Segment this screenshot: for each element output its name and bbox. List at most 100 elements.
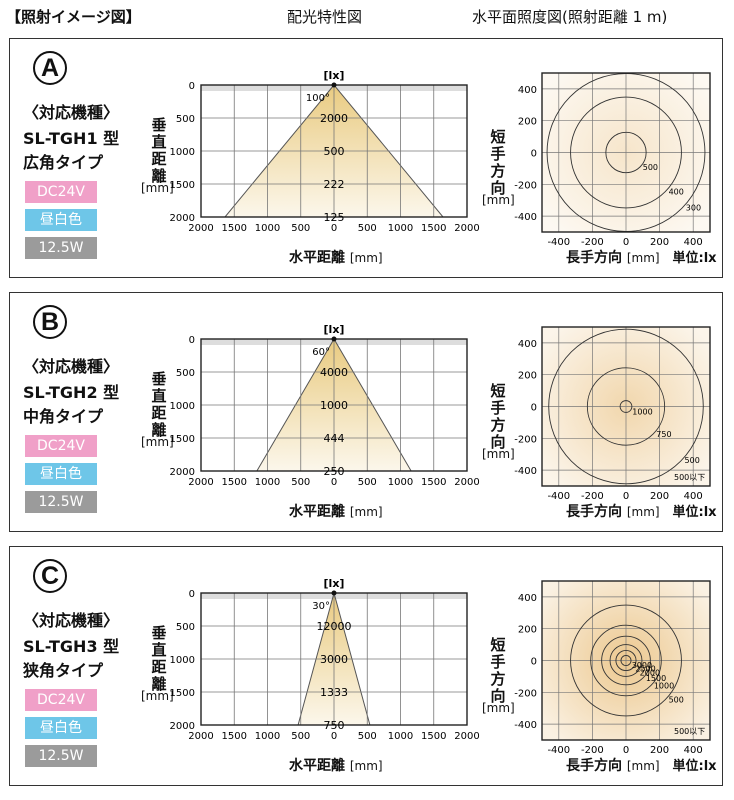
short-axis-label: 短手 方向	[490, 128, 506, 197]
lux-value-label: 444	[324, 432, 345, 445]
x-tick-label: 2000	[188, 477, 213, 488]
x-tick-label: 0	[331, 731, 337, 742]
long-axis-label: 長手方向 [mm] 単位:lx	[566, 504, 717, 520]
short-axis-unit: [mm]	[482, 701, 515, 715]
y-tick-label: 500	[176, 114, 195, 125]
light-distribution-heading: 配光特性図	[287, 8, 363, 26]
vertical-axis-label: 垂直 距離	[151, 116, 167, 185]
y-tick-label: 1500	[170, 434, 195, 445]
map-x-tick-label: -200	[581, 491, 604, 502]
light-distribution-chart: 2000 1500 1000 500 0 500 1000 1500 2000 0 500 1000 1…	[170, 69, 480, 234]
model-name: SL-TGH3 型	[23, 637, 120, 656]
map-x-tick-label: -400	[547, 237, 570, 248]
lux-value-label: 500	[324, 145, 345, 158]
vertical-axis-label: 垂直 距離	[151, 370, 167, 439]
map-y-tick-label: 400	[518, 593, 537, 604]
map-y-tick-label: 0	[531, 403, 537, 414]
lux-value-label: 4000	[320, 366, 348, 379]
short-axis-label: 短手 方向	[490, 636, 506, 705]
lux-value-label: 750	[324, 719, 345, 732]
x-tick-label: 500	[291, 731, 310, 742]
short-axis-unit: [mm]	[482, 193, 515, 207]
voltage-badge: DC24V	[25, 435, 97, 457]
light-distribution-chart: 2000 1500 1000 500 0 500 1000 1500 2000 0 500 1000 1…	[170, 323, 480, 488]
contour-line	[548, 328, 704, 485]
x-tick-label: 1000	[388, 477, 413, 488]
lux-value-label: 1000	[320, 399, 348, 412]
light-distribution-chart: 2000 1500 1000 500 0 500 1000 1500 2000 0 500 1000 1…	[170, 577, 480, 742]
voltage-badge: DC24V	[25, 181, 97, 203]
y-tick-label: 2000	[170, 467, 195, 478]
beam-angle-label: 100°	[306, 93, 330, 104]
horizontal-axis-label: 水平距離 [mm]	[289, 504, 383, 520]
contour-label: 2000	[640, 668, 660, 677]
y-tick-label: 1500	[170, 180, 195, 191]
lux-value-label: 125	[324, 211, 345, 224]
map-x-tick-label: -400	[547, 491, 570, 502]
contour-label: 300	[686, 203, 701, 212]
panel-a: A 〈対応機種〉 SL-TGH1 型 広角タイプ DC24V 昼白色 12.5W…	[9, 38, 723, 278]
x-tick-label: 0	[331, 223, 337, 234]
long-axis-label: 長手方向 [mm] 単位:lx	[566, 250, 717, 266]
contour-label: 400	[669, 187, 684, 196]
y-tick-label: 2000	[170, 721, 195, 732]
contour-label: 1000	[632, 408, 652, 417]
color-temp-badge: 昼白色	[25, 463, 97, 485]
y-tick-label: 0	[189, 335, 195, 346]
wattage-badge: 12.5W	[25, 491, 97, 513]
contour-line	[609, 644, 643, 677]
color-temp-badge: 昼白色	[25, 209, 97, 231]
x-tick-label: 500	[358, 731, 377, 742]
y-tick-label: 500	[176, 368, 195, 379]
y-tick-label: 0	[189, 81, 195, 92]
map-y-tick-label: -400	[514, 212, 537, 223]
x-tick-label: 1000	[255, 477, 280, 488]
x-tick-label: 1500	[421, 731, 446, 742]
panel-letter: A	[33, 51, 67, 85]
map-frame	[541, 580, 711, 741]
contour-label: 500以下	[674, 473, 705, 482]
light-source-dot	[331, 590, 337, 596]
lux-unit-label: [lx]	[324, 69, 345, 82]
vertical-axis-unit: [mm]	[141, 435, 174, 449]
model-type: 狭角タイプ	[23, 661, 104, 680]
contour-label: 500	[685, 456, 700, 465]
x-tick-label: 1000	[255, 223, 280, 234]
map-frame	[541, 72, 711, 233]
lux-value-label: 222	[324, 178, 345, 191]
model-heading: 〈対応機種〉	[23, 611, 120, 630]
map-y-tick-label: 200	[518, 371, 537, 382]
model-heading: 〈対応機種〉	[23, 357, 120, 376]
map-y-tick-label: -400	[514, 466, 537, 477]
x-tick-label: 1000	[255, 731, 280, 742]
panel-letter: B	[33, 305, 67, 339]
contour-line	[605, 131, 647, 174]
x-tick-label: 2000	[454, 731, 479, 742]
x-tick-label: 1500	[222, 731, 247, 742]
map-x-tick-label: 200	[650, 237, 669, 248]
x-tick-label: 1000	[388, 223, 413, 234]
contour-line	[590, 624, 662, 697]
light-source-dot	[331, 82, 337, 88]
x-tick-label: 0	[331, 477, 337, 488]
map-x-tick-label: 0	[623, 745, 629, 756]
model-type: 広角タイプ	[23, 153, 104, 172]
contour-line	[570, 604, 682, 717]
lux-unit-label: [lx]	[324, 323, 345, 336]
x-tick-label: 1500	[222, 223, 247, 234]
map-x-tick-label: 0	[623, 491, 629, 502]
contour-label: 500以下	[674, 727, 705, 736]
contour-label: 2500	[635, 664, 655, 673]
x-tick-label: 500	[291, 223, 310, 234]
map-x-tick-label: 400	[684, 237, 703, 248]
model-type: 中角タイプ	[23, 407, 104, 426]
x-tick-label: 2000	[454, 223, 479, 234]
horizontal-axis-label: 水平距離 [mm]	[289, 250, 383, 266]
contour-label: 3000	[632, 661, 652, 670]
map-y-tick-label: 200	[518, 625, 537, 636]
contour-label: 1500	[646, 674, 666, 683]
panel-letter: C	[33, 559, 67, 593]
contour-label: 500	[643, 163, 658, 172]
panel-b: B 〈対応機種〉 SL-TGH2 型 中角タイプ DC24V 昼白色 12.5W…	[9, 292, 723, 532]
